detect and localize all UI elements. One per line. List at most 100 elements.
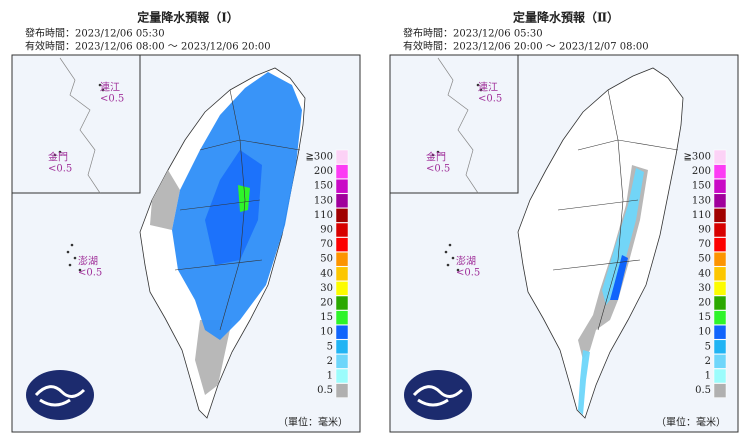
legend-swatch (713, 237, 727, 252)
legend-label: 20 (698, 298, 711, 309)
legend-label: ≧300 (684, 152, 711, 163)
legend-label: 150 (692, 181, 711, 192)
legend-swatch (713, 339, 727, 355)
island-name: 澎湖 (456, 256, 476, 268)
island-name: 金門 (426, 151, 446, 164)
legend-label: 110 (692, 210, 711, 221)
legend-swatch (335, 383, 349, 398)
island-dot (436, 150, 440, 154)
legend-label: 20 (320, 298, 333, 309)
inset-box (11, 54, 141, 194)
legend-label: 50 (698, 254, 711, 265)
legend-swatch (335, 324, 349, 340)
rain-dark (205, 150, 262, 265)
inset-box (389, 54, 519, 194)
legend-swatch (335, 266, 349, 282)
island-dot (58, 150, 62, 154)
legend-label: 10 (320, 327, 333, 338)
legend-label: 200 (692, 166, 711, 177)
island-dot (476, 83, 480, 87)
legend-swatch (713, 251, 727, 267)
cwa-logo-mark (412, 385, 464, 407)
legend-swatch (335, 339, 349, 355)
county-lines (552, 89, 679, 331)
legend-swatch (335, 222, 349, 238)
legend-swatch (713, 281, 727, 296)
inset-coast (59, 57, 101, 194)
cwa-logo (404, 370, 472, 420)
legend-label: 130 (314, 195, 333, 206)
island-value: <0.5 (456, 268, 480, 279)
island-value: <0.5 (426, 164, 450, 175)
legend-swatch (713, 208, 727, 223)
island-dot (479, 88, 483, 92)
legend-swatch (713, 295, 727, 311)
legend-label: 30 (698, 283, 711, 294)
legend-label: 50 (320, 254, 333, 265)
taiwan-land (517, 67, 684, 419)
island-dot (101, 88, 105, 92)
island-dot (456, 268, 460, 272)
panel-title: 定量降水預報（Ⅰ） (137, 10, 239, 25)
cwa-logo (26, 370, 94, 420)
valid-time: 有效時間：2023/12/06 20:00 ～ 2023/12/07 08:00 (403, 40, 649, 53)
legend-swatch (713, 222, 727, 238)
legend-label: 5 (705, 341, 711, 352)
legend-swatch (335, 193, 349, 209)
legend-swatch (713, 324, 727, 340)
legend-label: 90 (320, 225, 333, 236)
legend-label: 5 (327, 341, 333, 352)
island-value: <0.5 (48, 164, 72, 175)
legend-swatch (713, 383, 727, 398)
legend-label: 40 (698, 268, 711, 279)
legend-label: 90 (698, 225, 711, 236)
legend-label: 70 (320, 239, 333, 250)
legend-label: 15 (698, 312, 711, 323)
island-dot (98, 83, 102, 87)
island-dot (446, 263, 450, 267)
island-dot (431, 153, 435, 157)
legend-label: 10 (698, 327, 711, 338)
legend-swatch (713, 266, 727, 282)
legend-swatch (335, 310, 349, 325)
cwa-logo-mark (34, 385, 86, 407)
island-value: <0.5 (78, 268, 102, 279)
issued-time: 發布時間：2023/12/06 05:30 (403, 27, 543, 40)
legend-label: 70 (698, 239, 711, 250)
island-dot (444, 250, 448, 254)
legend-swatch (713, 354, 727, 369)
legend-label: 1 (705, 371, 711, 382)
legend-swatch (335, 208, 349, 223)
legend-swatch (713, 149, 727, 165)
legend-swatch (713, 178, 727, 194)
panel-title: 定量降水預報（Ⅱ） (513, 10, 619, 25)
island-dot (68, 263, 72, 267)
rain-green (238, 185, 250, 212)
legend-label: 40 (320, 268, 333, 279)
county-lines (174, 89, 301, 331)
island-dot (78, 268, 82, 272)
legend-swatch (335, 281, 349, 296)
inset-coast (437, 57, 479, 194)
legend-swatch (335, 368, 349, 384)
legend-label: 30 (320, 283, 333, 294)
island-dot (448, 243, 452, 247)
issued-time: 發布時間：2023/12/06 05:30 (25, 27, 165, 40)
legend-label: 2 (327, 356, 333, 367)
legend-swatch (713, 193, 727, 209)
island-dot (66, 250, 70, 254)
island-name: 澎湖 (78, 256, 98, 268)
island-dot (53, 153, 57, 157)
legend-label: 0.5 (695, 385, 711, 396)
legend-swatch (713, 310, 727, 325)
island-name: 連江 (100, 81, 120, 94)
legend-swatch (335, 178, 349, 194)
legend-swatch (335, 164, 349, 179)
legend-label: 110 (314, 210, 333, 221)
legend-label: 1 (327, 371, 333, 382)
unit-label: （單位：毫米） (656, 416, 726, 429)
island-value: <0.5 (100, 94, 124, 105)
legend-swatch (335, 237, 349, 252)
